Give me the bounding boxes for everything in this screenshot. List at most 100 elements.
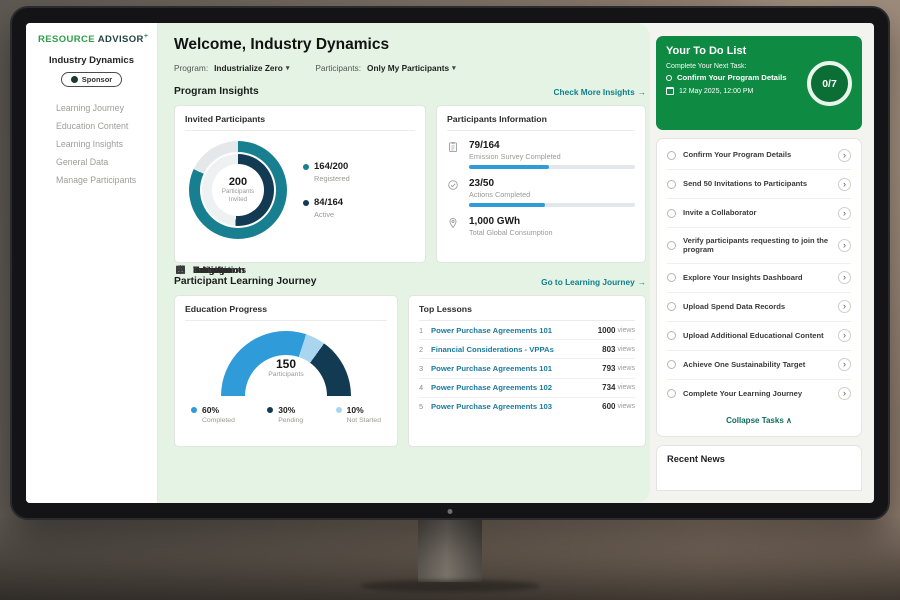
check-more-insights-link[interactable]: Check More Insights→ bbox=[554, 87, 646, 97]
lesson-link[interactable]: Power Purchase Agreements 102 bbox=[431, 383, 602, 392]
location-pin-icon bbox=[447, 216, 461, 237]
lesson-link[interactable]: Power Purchase Agreements 103 bbox=[431, 402, 602, 411]
checkbox-icon[interactable] bbox=[667, 360, 676, 369]
sidebar-item-general-data[interactable]: General Data bbox=[26, 153, 157, 171]
todo-panel: Your To Do List Complete Your Next Task:… bbox=[656, 36, 862, 491]
task-row[interactable]: Send 50 Invitations to Participants › bbox=[667, 170, 851, 199]
chevron-down-icon: ▾ bbox=[286, 64, 290, 72]
task-label: Complete Your Learning Journey bbox=[683, 389, 831, 399]
pending-label: Pending bbox=[278, 417, 303, 424]
monitor-stand-base bbox=[360, 580, 540, 592]
todo-next-task[interactable]: Confirm Your Program Details bbox=[666, 73, 798, 82]
chevron-down-icon: ▾ bbox=[452, 64, 456, 72]
sidebar-item-learning-journey[interactable]: Learning Journey bbox=[26, 99, 157, 117]
recent-news-card: Recent News bbox=[656, 445, 862, 491]
task-row[interactable]: Complete Your Learning Journey › bbox=[667, 380, 851, 408]
legend-item-active: 84/164 Active bbox=[303, 197, 350, 219]
program-insights-title: Program Insights bbox=[174, 86, 259, 97]
completed-value: 60% bbox=[202, 405, 219, 415]
main-content: Welcome, Industry Dynamics Program: Indu… bbox=[158, 23, 650, 503]
task-row[interactable]: Confirm Your Program Details › bbox=[667, 141, 851, 170]
task-label: Explore Your Insights Dashboard bbox=[683, 273, 831, 283]
pending-dot bbox=[267, 407, 273, 413]
registered-value: 164/200 bbox=[314, 161, 348, 172]
chevron-right-icon[interactable]: › bbox=[838, 207, 851, 220]
checkbox-icon[interactable] bbox=[667, 180, 676, 189]
sponsor-badge[interactable]: Sponsor bbox=[61, 72, 122, 87]
lesson-views: 1000 bbox=[598, 326, 616, 335]
checkbox-icon[interactable] bbox=[667, 241, 676, 250]
chevron-right-icon[interactable]: › bbox=[838, 271, 851, 284]
lesson-row: 4 Power Purchase Agreements 102 734 view… bbox=[419, 379, 635, 398]
sidebar-item-education-content[interactable]: Education Content bbox=[26, 117, 157, 135]
checkbox-icon[interactable] bbox=[667, 209, 676, 218]
chevron-right-icon[interactable]: › bbox=[838, 329, 851, 342]
checkbox-icon[interactable] bbox=[667, 273, 676, 282]
sidebar-item-label: Learning Journey bbox=[56, 103, 124, 113]
tasks-list-card: Confirm Your Program Details › Send 50 I… bbox=[656, 138, 862, 437]
checkbox-icon[interactable] bbox=[667, 331, 676, 340]
sidebar-item-manage-participants[interactable]: Manage Participants bbox=[26, 171, 157, 189]
brand-part2: ADVISOR bbox=[98, 34, 144, 45]
calendar-icon bbox=[666, 87, 674, 95]
task-row[interactable]: Upload Additional Educational Content › bbox=[667, 322, 851, 351]
brand-logo[interactable]: RESOURCE ADVISOR+ bbox=[26, 23, 157, 45]
checkbox-icon[interactable] bbox=[667, 389, 676, 398]
lesson-rank: 1 bbox=[419, 326, 431, 335]
task-row[interactable]: Achieve One Sustainability Target › bbox=[667, 351, 851, 380]
actions-progress-track bbox=[469, 203, 635, 207]
task-label: Achieve One Sustainability Target bbox=[683, 360, 831, 370]
task-row[interactable]: Verify participants requesting to join t… bbox=[667, 228, 851, 264]
task-label: Verify participants requesting to join t… bbox=[683, 236, 831, 256]
chevron-right-icon[interactable]: › bbox=[838, 300, 851, 313]
collapse-tasks-link[interactable]: Collapse Tasks ∧ bbox=[667, 408, 851, 434]
chevron-right-icon[interactable]: › bbox=[838, 149, 851, 162]
task-label: Upload Additional Educational Content bbox=[683, 331, 831, 341]
sidebar-item-label: Manage Participants bbox=[56, 175, 136, 185]
task-row[interactable]: Upload Spend Data Records › bbox=[667, 293, 851, 322]
chevron-right-icon[interactable]: › bbox=[838, 358, 851, 371]
sidebar-item-label: General Data bbox=[56, 157, 108, 167]
office-background: RESOURCE ADVISOR+ Industry Dynamics Spon… bbox=[0, 0, 900, 600]
lesson-views: 734 bbox=[602, 383, 615, 392]
top-lessons-title: Top Lessons bbox=[419, 304, 635, 321]
monitor-bezel: RESOURCE ADVISOR+ Industry Dynamics Spon… bbox=[10, 6, 890, 520]
lesson-link[interactable]: Financial Considerations - VPPAs bbox=[431, 345, 602, 354]
sidebar-item-label: Education Content bbox=[56, 121, 128, 131]
lesson-views: 793 bbox=[602, 364, 615, 373]
checkbox-icon[interactable] bbox=[667, 151, 676, 160]
education-center-label: Participants bbox=[221, 371, 351, 378]
sidebar-item-learning-insights[interactable]: Learning Insights bbox=[26, 135, 157, 153]
lesson-link[interactable]: Power Purchase Agreements 101 bbox=[431, 326, 598, 335]
legend-item-registered: 164/200 Registered bbox=[303, 161, 350, 183]
education-center-value: 150 bbox=[221, 357, 351, 371]
task-circle-icon bbox=[666, 75, 672, 81]
task-row[interactable]: Explore Your Insights Dashboard › bbox=[667, 264, 851, 293]
brand-plus: + bbox=[144, 33, 149, 40]
chevron-right-icon[interactable]: › bbox=[838, 387, 851, 400]
program-select[interactable]: Industrialize Zero ▾ bbox=[214, 63, 289, 73]
participants-filter-label: Participants: bbox=[315, 63, 361, 73]
active-value: 84/164 bbox=[314, 197, 343, 208]
checkbox-icon[interactable] bbox=[667, 302, 676, 311]
actions-label: Actions Completed bbox=[469, 190, 635, 199]
lesson-views: 600 bbox=[602, 402, 615, 411]
org-name: Industry Dynamics bbox=[26, 55, 157, 66]
chevron-right-icon[interactable]: › bbox=[838, 178, 851, 191]
lesson-link[interactable]: Power Purchase Agreements 101 bbox=[431, 364, 602, 373]
go-to-learning-journey-link[interactable]: Go to Learning Journey→ bbox=[541, 277, 646, 287]
not-started-value: 10% bbox=[347, 405, 364, 415]
participants-select[interactable]: Only My Participants ▾ bbox=[367, 63, 456, 73]
lesson-row: 5 Power Purchase Agreements 103 600 view… bbox=[419, 398, 635, 416]
task-label: Confirm Your Program Details bbox=[683, 150, 831, 160]
lesson-rank: 3 bbox=[419, 364, 431, 373]
lesson-rank: 5 bbox=[419, 402, 431, 411]
todo-title: Your To Do List bbox=[666, 45, 852, 57]
chevron-right-icon[interactable]: › bbox=[838, 239, 851, 252]
invited-donut-chart: 200 Participants Invited bbox=[189, 141, 287, 239]
not-started-label: Not Started bbox=[347, 417, 381, 424]
completed-dot bbox=[191, 407, 197, 413]
invited-legend: 164/200 Registered 84/164 Active bbox=[303, 161, 350, 219]
task-label: Invite a Collaborator bbox=[683, 208, 831, 218]
task-row[interactable]: Invite a Collaborator › bbox=[667, 199, 851, 228]
